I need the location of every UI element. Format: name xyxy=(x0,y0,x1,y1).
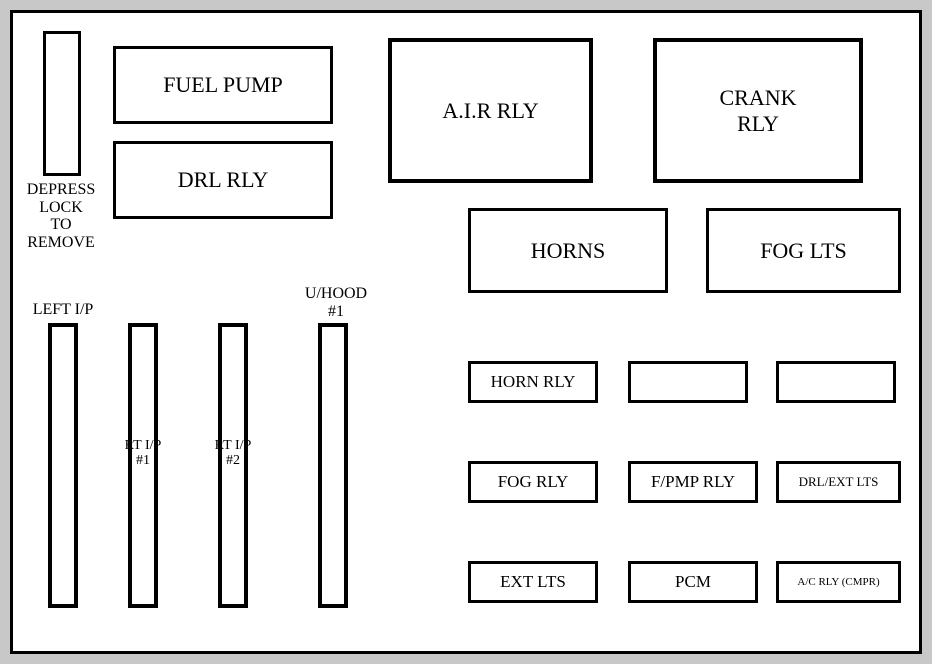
blank-box-1 xyxy=(628,361,748,403)
crank-rly-box: CRANKRLY xyxy=(653,38,863,183)
uhood-1-label: U/HOOD#1 xyxy=(296,285,376,320)
rt-ip-1-label: RT I/P#1 xyxy=(108,438,178,469)
ac-rly-cmpr-box: A/C RLY (CMPR) xyxy=(776,561,901,603)
drl-ext-lts-box: DRL/EXT LTS xyxy=(776,461,901,503)
fuse-left-ip xyxy=(48,323,78,608)
depress-lock-box xyxy=(43,31,81,176)
fog-lts-box: FOG LTS xyxy=(706,208,901,293)
fuse-uhood-1 xyxy=(318,323,348,608)
fog-rly-box: FOG RLY xyxy=(468,461,598,503)
fuse-panel: DEPRESSLOCKTOREMOVE FUEL PUMP DRL RLY A.… xyxy=(10,10,922,654)
drl-rly-box: DRL RLY xyxy=(113,141,333,219)
rt-ip-2-label: RT I/P#2 xyxy=(198,438,268,469)
horn-rly-box: HORN RLY xyxy=(468,361,598,403)
horns-box: HORNS xyxy=(468,208,668,293)
air-rly-box: A.I.R RLY xyxy=(388,38,593,183)
blank-box-2 xyxy=(776,361,896,403)
depress-lock-label: DEPRESSLOCKTOREMOVE xyxy=(11,181,111,251)
outer-frame: DEPRESSLOCKTOREMOVE FUEL PUMP DRL RLY A.… xyxy=(0,0,932,664)
fpmp-rly-box: F/PMP RLY xyxy=(628,461,758,503)
pcm-box: PCM xyxy=(628,561,758,603)
left-ip-label: LEFT I/P xyxy=(23,301,103,319)
fuel-pump-box: FUEL PUMP xyxy=(113,46,333,124)
ext-lts-box: EXT LTS xyxy=(468,561,598,603)
